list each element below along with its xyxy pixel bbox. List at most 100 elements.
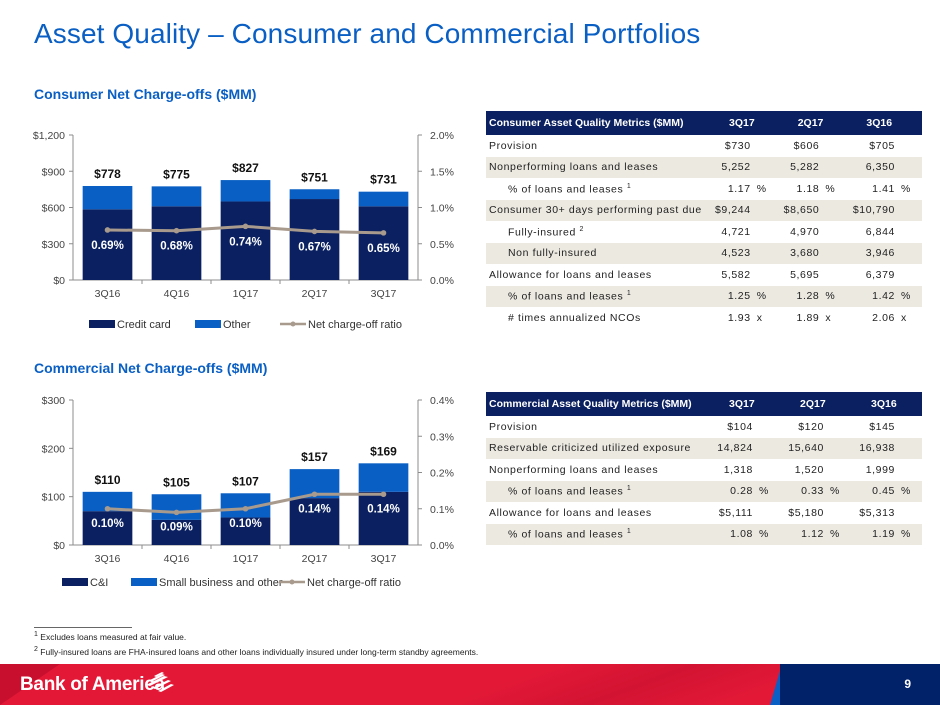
y-tick-label: $600 — [42, 203, 66, 215]
x-tick-label: 1Q17 — [233, 553, 259, 565]
bar-primary-segment — [289, 498, 340, 545]
table-cell-unit — [822, 199, 847, 221]
table-cell-unit — [827, 459, 851, 481]
table-cell-unit — [827, 502, 851, 524]
table-cell-value: 3,680 — [777, 242, 823, 264]
brand-logo-text: Bank of America — [20, 674, 165, 695]
table-cell-value: 1.25 — [709, 285, 754, 307]
table-cell-unit — [754, 264, 778, 286]
ratio-point — [104, 227, 111, 233]
table-cell-unit — [753, 242, 778, 264]
table-cell-value: 1,520 — [794, 463, 824, 476]
bar-total-label: $778 — [94, 167, 121, 181]
table-cell-value: 5,582 — [721, 268, 751, 281]
footnote-1: 1 Excludes loans measured at fair value. — [34, 631, 186, 642]
table-cell-value: $730 — [724, 139, 751, 152]
table-row: % of loans and leases 1 0.28% 0.33% 0.45% — [486, 480, 922, 502]
row-label: Reservable criticized utilized exposure — [486, 437, 709, 459]
table-cell-unit — [898, 437, 922, 459]
bar-secondary-segment — [358, 191, 409, 207]
row-label: % of loans and leases 1 — [486, 178, 709, 200]
table-cell-unit: x — [901, 311, 907, 324]
x-tick-label: 3Q16 — [95, 288, 121, 300]
row-label: Allowance for loans and leases — [486, 264, 709, 286]
footnote-ref: 1 — [626, 485, 632, 492]
table-cell-unit — [827, 416, 851, 438]
bar-secondary-segment — [220, 180, 271, 202]
table-cell-value: 1.42 — [846, 285, 898, 307]
bar-primary-segment — [82, 511, 133, 545]
y-tick-label: $100 — [42, 492, 66, 504]
bar-secondary-segment — [289, 189, 340, 200]
bar-secondary-segment — [358, 463, 409, 492]
table-cell-unit — [822, 264, 846, 286]
bar-total-label: $169 — [370, 444, 397, 458]
table-cell-value: 1.19 — [851, 523, 898, 545]
row-label-text: Fully-insured — [508, 226, 576, 238]
table-cell-value: $145 — [869, 420, 895, 433]
bar-primary-segment — [358, 491, 409, 545]
consumer-chart-title: Consumer Net Charge-offs ($MM) — [34, 86, 257, 102]
row-label-text: Provision — [489, 139, 538, 152]
table-cell-value: 1.93 — [727, 311, 751, 324]
ratio-point — [380, 491, 387, 498]
table-row: Non fully-insured 4,523 3,680 3,946 — [486, 242, 922, 264]
table-cell-value: $705 — [869, 139, 895, 152]
row-label: Nonperforming loans and leases — [486, 459, 709, 481]
ratio-label: 0.14% — [367, 503, 400, 515]
table-cell-value: 0.45 — [851, 480, 898, 502]
page-number: 9 — [904, 677, 911, 691]
ratio-point — [104, 505, 111, 512]
table-cell-unit: % — [825, 182, 836, 195]
bar-secondary-segment — [151, 494, 202, 520]
table-cell-value: $606 — [793, 139, 820, 152]
table-cell-value: 6,844 — [865, 225, 895, 238]
table-cell-unit — [753, 156, 778, 178]
footnote-2: 2 Fully-insured loans are FHA-insured lo… — [34, 646, 478, 657]
table-cell-value: 4,523 — [709, 242, 754, 264]
table-row: % of loans and leases 1 1.25% 1.28% 1.42% — [486, 285, 922, 307]
table-cell-unit — [827, 437, 851, 459]
ratio-point — [311, 491, 318, 498]
table-cell-unit — [754, 135, 778, 157]
table-cell-unit — [756, 502, 780, 524]
page-title: Asset Quality – Consumer and Commercial … — [34, 18, 701, 49]
table-cell-value: 5,252 — [709, 156, 754, 178]
table-cell-unit: % — [822, 285, 847, 307]
bar-primary-segment — [151, 519, 202, 545]
table-row: # times annualized NCOs 1.93 x 1.89 x 2.06 x — [486, 307, 922, 329]
table-header-3q16: 3Q16 — [846, 111, 922, 135]
table-cell-unit: % — [898, 480, 922, 502]
row-label: Allowance for loans and leases — [486, 502, 709, 524]
footnote-ref: 2 — [579, 225, 584, 233]
table-cell-value: 1.41 — [872, 182, 895, 195]
bar-primary-segment — [289, 199, 340, 280]
table-row: Provision $730 $606 $705 — [486, 135, 922, 157]
table-cell-value: 2.06 — [872, 311, 895, 324]
footer-shade — [0, 664, 60, 705]
row-label-text: Reservable criticized utilized exposure — [489, 442, 691, 455]
table-cell-unit: % — [901, 182, 911, 195]
row-label: Fully-insured 2 — [486, 221, 709, 243]
y-tick-label: $300 — [42, 395, 66, 407]
table-cell-unit: % — [756, 182, 767, 195]
legend-label: Net charge-off ratio — [307, 577, 401, 589]
bar-total-label: $751 — [301, 170, 328, 184]
table-cell-value: 1.18 — [796, 182, 820, 195]
x-tick-label: 2Q17 — [302, 553, 328, 565]
footer-blue-edge — [770, 664, 782, 705]
table-row: Reservable criticized utilized exposure 1… — [486, 437, 922, 459]
commercial-net-charge-offs-chart: $0 $100 $200 $300 0.0% 0.1% 0.2% 0.3% 0.4% $110 3Q… — [42, 395, 454, 589]
x-tick-label: 3Q17 — [371, 553, 397, 565]
table-cell-unit: % — [756, 480, 780, 502]
bar-secondary-segment — [151, 186, 202, 207]
y-tick-label: $0 — [53, 275, 65, 287]
ratio-point — [311, 228, 318, 235]
ratio-point — [242, 505, 249, 512]
table-cell-value: 6,379 — [865, 268, 895, 281]
row-label-text: Consumer 30+ days performing past due — [489, 204, 702, 217]
table-header: Consumer Asset Quality Metrics ($MM) — [486, 111, 709, 135]
table-cell-value: 1.08 — [709, 523, 756, 545]
table-cell-unit — [898, 221, 922, 243]
table-cell-unit — [898, 502, 922, 524]
